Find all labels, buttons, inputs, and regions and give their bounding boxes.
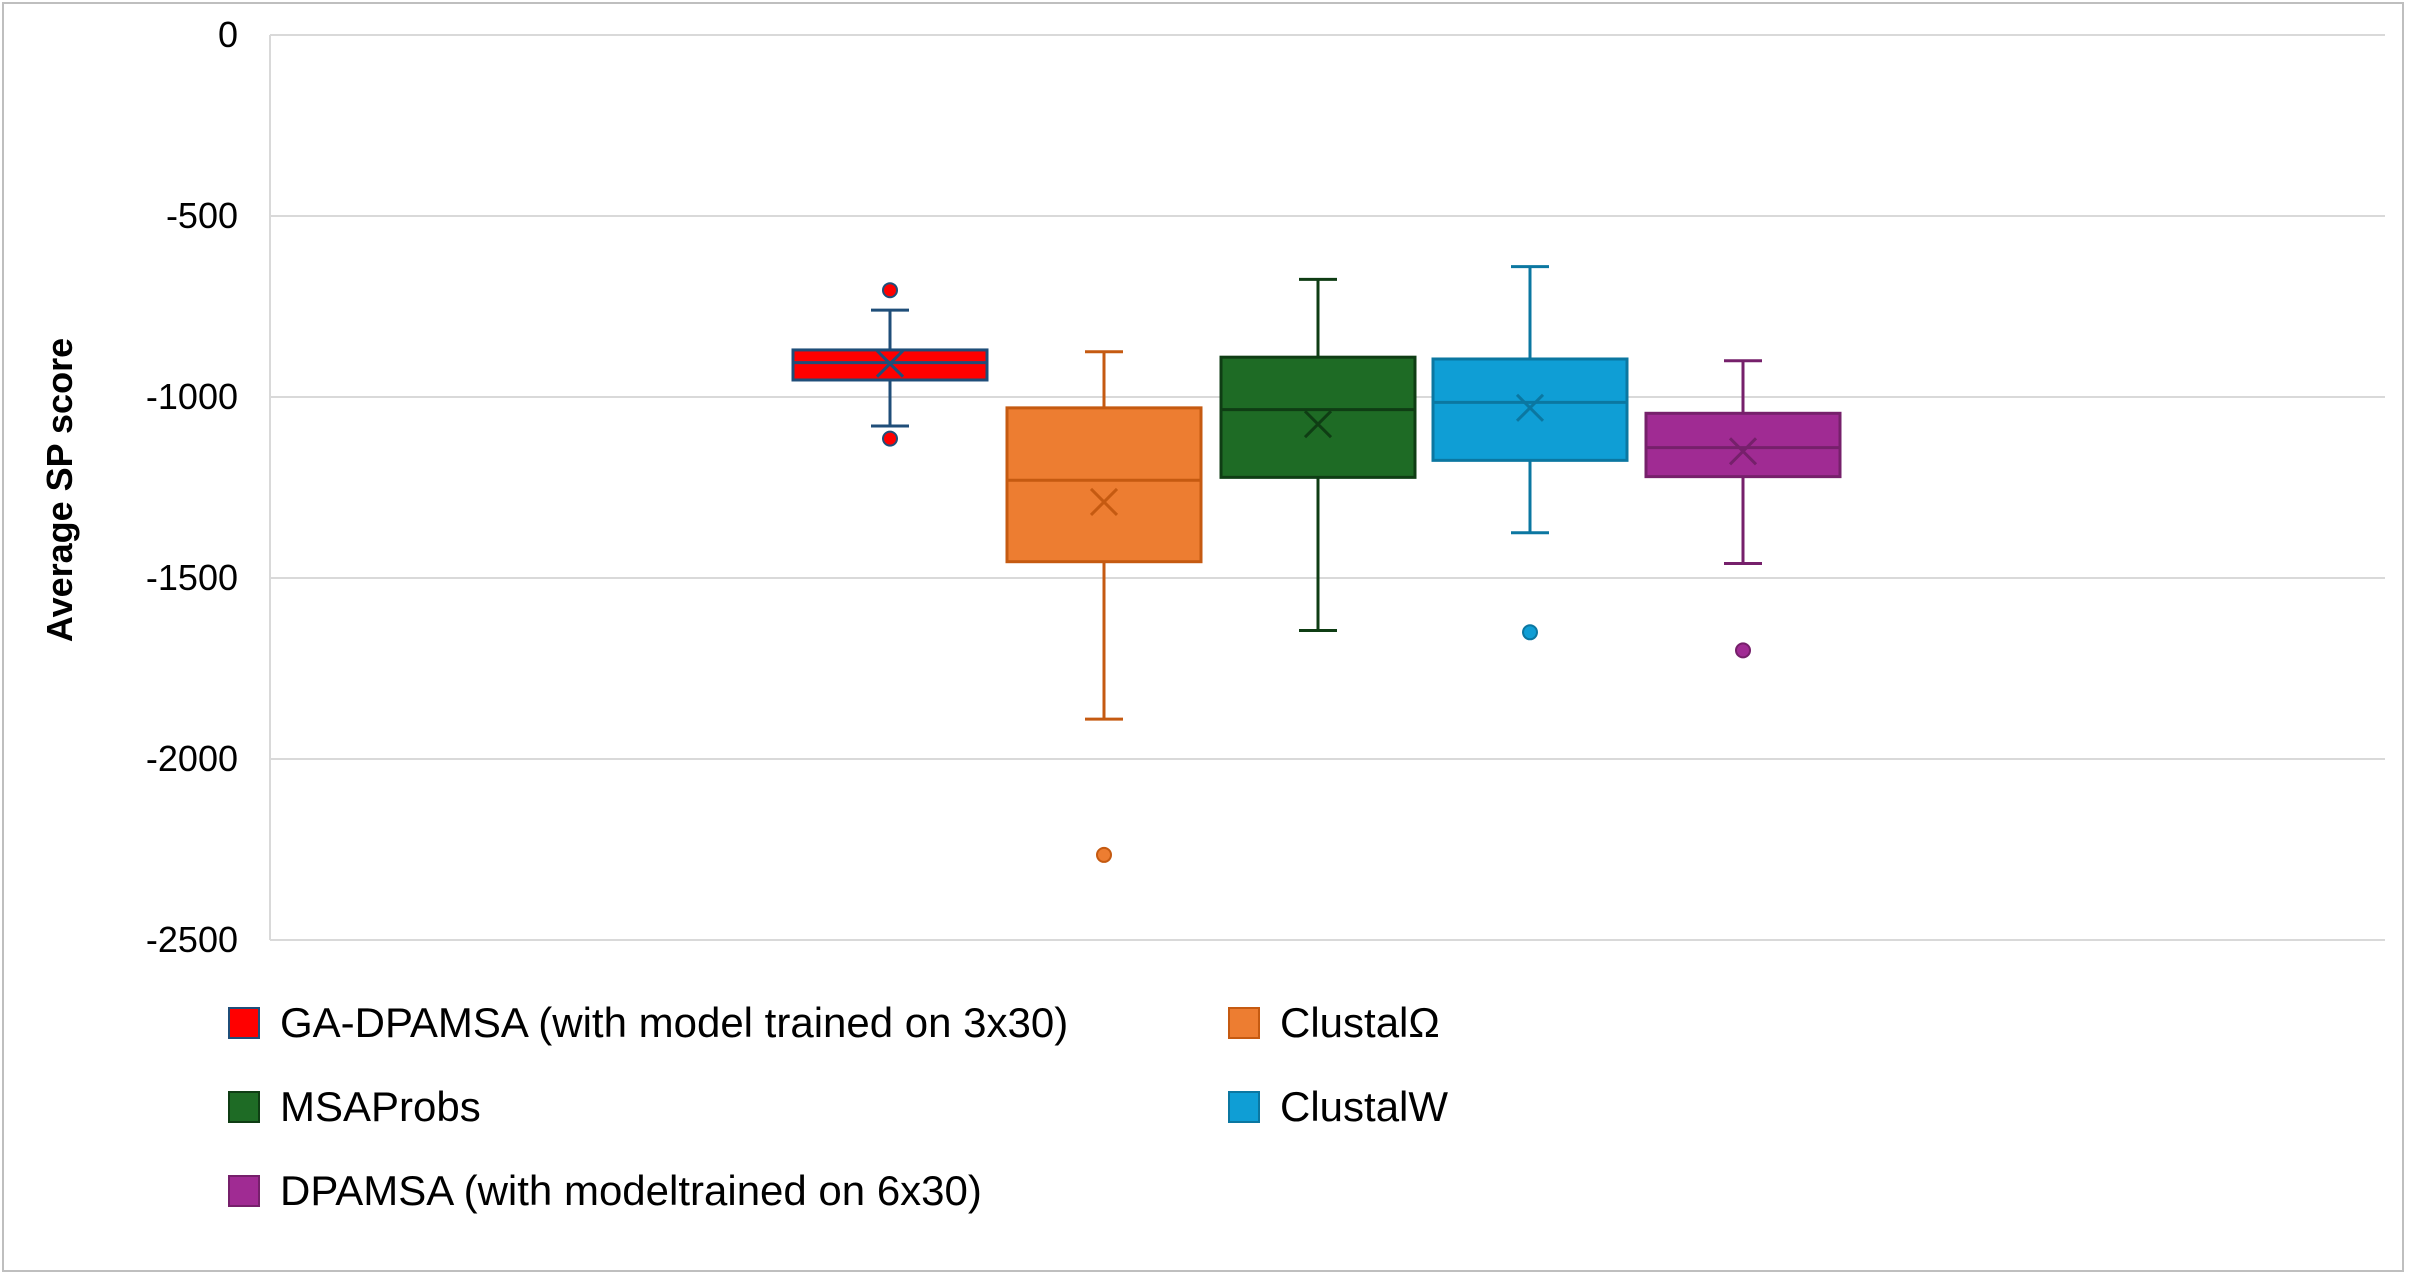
gridlines — [269, 34, 2385, 941]
outlier-point — [1522, 624, 1538, 641]
box-5 — [1644, 359, 1842, 659]
y-tick-label: -2500 — [146, 919, 238, 960]
legend-item-msaprobs: MSAProbs — [228, 1083, 481, 1131]
legend-label: GA-DPAMSA (with model trained on 3x30) — [280, 999, 1069, 1046]
mean-marker — [875, 349, 905, 378]
legend-label: MSAProbs — [280, 1083, 481, 1130]
legend-label: ClustalW — [1280, 1083, 1449, 1130]
outlier-point — [1096, 846, 1112, 863]
box-iqr — [1644, 411, 1842, 479]
mean-marker — [1303, 410, 1333, 439]
legend-label: DPAMSA (with modeltrained on 6x30) — [280, 1167, 982, 1214]
mean-marker — [1089, 487, 1119, 517]
box-4 — [1431, 265, 1629, 641]
legend-item-clustal-omega: ClustalΩ — [1228, 999, 1440, 1047]
box-3 — [1219, 277, 1417, 632]
y-axis-label: Average SP score — [39, 338, 80, 642]
legend-swatch — [228, 1007, 260, 1039]
y-tick-label: -500 — [166, 195, 238, 236]
legend-item-ga-dpamsa: GA-DPAMSA (with model trained on 3x30) — [228, 999, 1068, 1047]
outlier-point — [1735, 642, 1751, 659]
box-series — [791, 265, 1842, 863]
legend-item-clustalw: ClustalW — [1228, 1083, 1448, 1131]
y-tick-label: 0 — [218, 14, 238, 55]
legend-swatch — [228, 1091, 260, 1123]
box-iqr — [1005, 406, 1203, 564]
legend-item-dpamsa: DPAMSA (with modeltrained on 6x30) — [228, 1167, 982, 1215]
legend-swatch — [1228, 1091, 1260, 1123]
box-2 — [1005, 350, 1203, 863]
outlier-point — [882, 282, 898, 299]
mean-marker — [1515, 393, 1545, 422]
y-tick-label: -1500 — [146, 557, 238, 598]
legend-label: ClustalΩ — [1280, 999, 1440, 1046]
outlier-point — [882, 430, 898, 447]
box-iqr — [1219, 355, 1417, 479]
y-tick-label: -1000 — [146, 376, 238, 417]
y-tick-label: -2000 — [146, 738, 238, 779]
legend-swatch — [228, 1175, 260, 1207]
box-1 — [791, 282, 989, 447]
legend-swatch — [1228, 1007, 1260, 1039]
y-axis-ticks: 0 -500 -1000 -1500 -2000 -2500 — [146, 14, 238, 960]
mean-marker — [1728, 437, 1758, 466]
